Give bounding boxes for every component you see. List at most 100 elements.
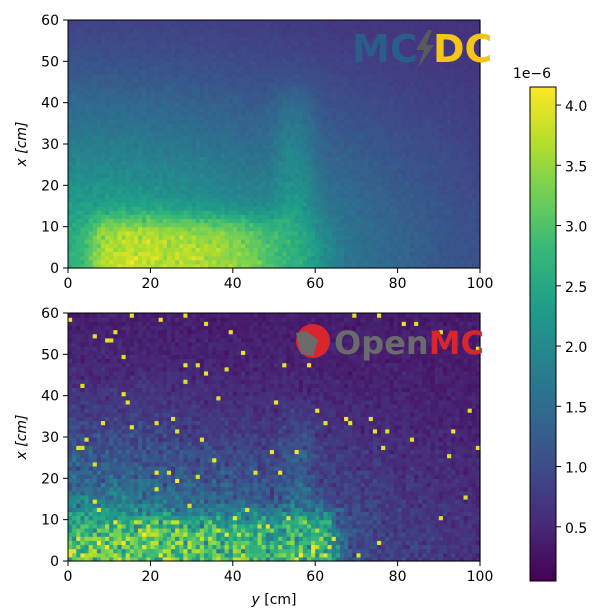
heatmap-cell [274,127,279,133]
heatmap-cell [393,247,399,253]
heatmap-cell [175,218,180,224]
heatmap-cell [269,251,275,257]
heatmap-cell [414,164,419,170]
heatmap-cell [471,177,477,182]
heatmap-cell [133,77,139,83]
heatmap-cell [80,86,86,91]
heatmap-cell [306,214,312,219]
heatmap-cell [377,210,382,215]
heatmap-cell [471,172,477,178]
heatmap-cell [393,234,399,240]
heatmap-cell [175,139,180,145]
heatmap-cell [302,131,308,137]
heatmap-cell [236,119,242,124]
heatmap-cell [228,110,234,116]
heatmap-cell [109,243,114,248]
heatmap-cell [327,185,333,191]
heatmap-cell [372,106,378,112]
heatmap-cell [377,263,382,269]
heatmap-cell [72,206,77,211]
heatmap-cell [438,164,444,170]
heatmap-cell [397,82,403,87]
heatmap-cell [224,239,230,244]
heatmap-cell [348,106,353,112]
heatmap-cell [257,98,263,104]
heatmap-cell [109,259,114,265]
heatmap-cell [121,255,127,261]
heatmap-cell [109,218,114,224]
heatmap-cell [72,144,77,149]
heatmap-cell [109,177,114,182]
heatmap-cell [430,115,436,120]
heatmap-cell [372,139,378,145]
heatmap-cell [224,259,230,265]
heatmap-cell [298,259,304,265]
heatmap-cell [282,106,287,112]
heatmap-cell [269,135,275,141]
heatmap-cell [274,218,279,224]
heatmap-cell [274,94,279,100]
heatmap-cell [286,247,292,253]
heatmap-cell [199,234,205,240]
heatmap-cell [142,139,147,145]
heatmap-cell [414,135,419,141]
heatmap-cell [158,168,164,174]
heatmap-cell [96,239,102,244]
heatmap-cell [294,61,300,67]
heatmap-cell [216,226,222,232]
heatmap-cell [290,86,296,91]
heatmap-cell [471,230,477,236]
heatmap-cell [290,263,296,269]
heatmap-cell [146,94,151,100]
heatmap-cell [212,226,217,232]
heatmap-cell [245,61,250,67]
heatmap-cell [282,189,287,195]
heatmap-cell [282,115,287,120]
heatmap-cell [171,226,176,232]
heatmap-cell [401,255,407,261]
heatmap-cell [319,127,325,133]
heatmap-cell [455,139,460,145]
heatmap-cell [335,164,341,170]
heatmap-cell [344,251,349,257]
heatmap-cell [195,131,201,137]
heatmap-cell [397,148,403,153]
heatmap-cell [311,65,316,71]
heatmap-cell [372,263,378,269]
heatmap-cell [409,197,415,203]
heatmap-cell [125,65,131,71]
heatmap-cell [257,90,263,95]
heatmap-cell [385,164,390,170]
heatmap-cell [158,226,164,232]
heatmap-cell [117,259,123,265]
heatmap-cell [290,98,296,104]
heatmap-cell [286,144,292,149]
heatmap-cell [290,139,296,145]
heatmap-cell [315,65,320,71]
heatmap-cell [389,139,395,145]
heatmap-cell [88,110,94,116]
heatmap-cell [249,239,254,244]
heatmap-cell [265,127,271,133]
heatmap-cell [133,181,139,186]
heatmap-cell [166,181,172,186]
heatmap-cell [286,73,292,79]
heatmap-cell [203,189,209,195]
heatmap-cell [467,110,473,116]
heatmap-cell [372,201,378,207]
heatmap-cell [253,123,259,129]
heatmap-cell [364,135,370,141]
heatmap-cell [146,210,151,215]
heatmap-cell [335,110,341,116]
heatmap-cell [171,127,176,133]
heatmap-cell [261,181,267,186]
heatmap-cell [224,247,230,253]
heatmap-cell [261,197,267,203]
heatmap-cell [430,98,436,104]
heatmap-cell [80,189,86,195]
heatmap-cell [187,251,193,257]
heatmap-cell [401,222,407,228]
heatmap-cell [294,139,300,145]
heatmap-cell [282,172,287,178]
heatmap-cell [339,234,345,240]
